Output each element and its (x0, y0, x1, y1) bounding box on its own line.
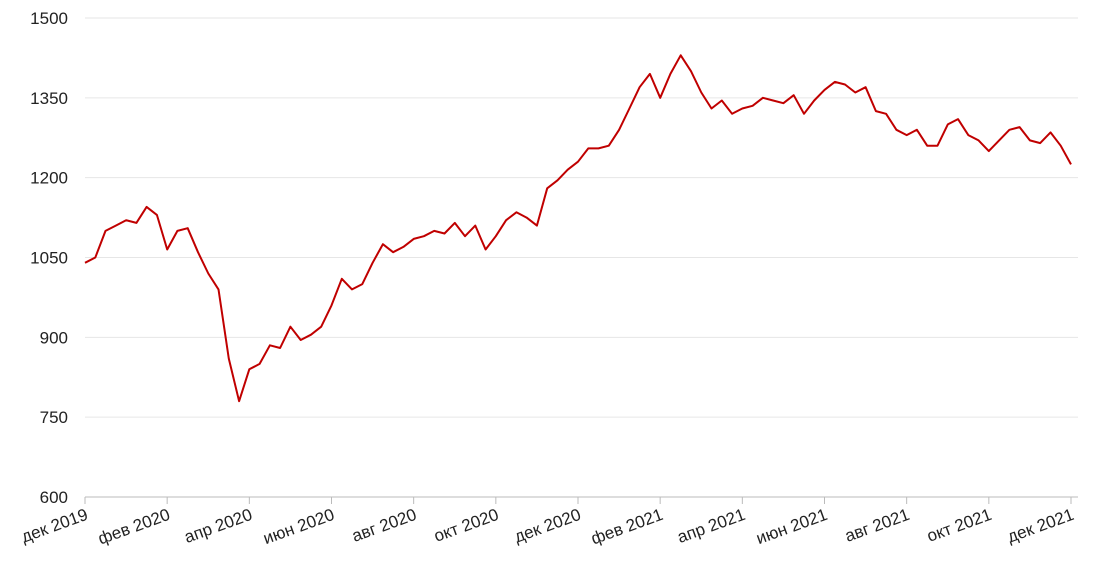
y-tick-label: 900 (40, 328, 68, 347)
x-tick-label: апр 2020 (182, 505, 255, 547)
x-tick-label: фев 2020 (96, 505, 173, 549)
x-tick-label: июн 2021 (754, 505, 830, 548)
y-tick-label: 1350 (30, 89, 68, 108)
y-tick-label: 1050 (30, 249, 68, 268)
y-tick-label: 750 (40, 408, 68, 427)
x-tick-label: дек 2021 (1005, 505, 1077, 547)
x-tick-label: авг 2021 (842, 505, 912, 546)
x-tick-label: фев 2021 (589, 505, 666, 549)
line (84, 54, 1072, 403)
x-tick-label: окт 2020 (431, 505, 501, 546)
x-tick-label: окт 2021 (924, 505, 994, 546)
y-tick-label: 1500 (30, 9, 68, 28)
y-tick-label: 1200 (30, 169, 68, 188)
x-tick-label: дек 2020 (512, 505, 584, 547)
x-tick-label: апр 2021 (675, 505, 748, 547)
x-tick-label: авг 2020 (349, 505, 419, 546)
x-tick-label: июн 2020 (261, 505, 337, 548)
y-tick-label: 600 (40, 488, 68, 507)
x-tick-label: дек 2019 (19, 505, 91, 547)
